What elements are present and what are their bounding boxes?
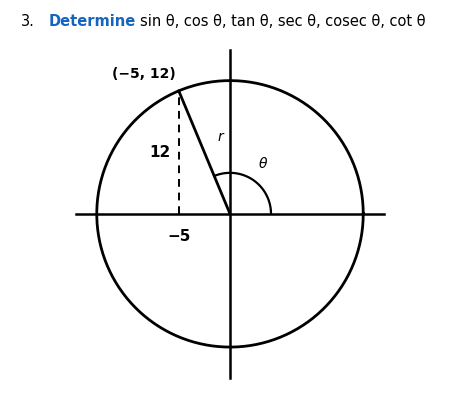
Text: θ: θ <box>258 157 267 171</box>
Text: (−5, 12): (−5, 12) <box>112 67 175 81</box>
Text: Determine: Determine <box>48 14 135 29</box>
Text: sin θ, cos θ, tan θ, sec θ, cosec θ, cot θ: sin θ, cos θ, tan θ, sec θ, cosec θ, cot… <box>140 14 425 29</box>
Text: r: r <box>217 130 223 144</box>
Text: 12: 12 <box>149 145 170 160</box>
Text: 3.: 3. <box>21 14 34 29</box>
Text: −5: −5 <box>167 229 190 244</box>
